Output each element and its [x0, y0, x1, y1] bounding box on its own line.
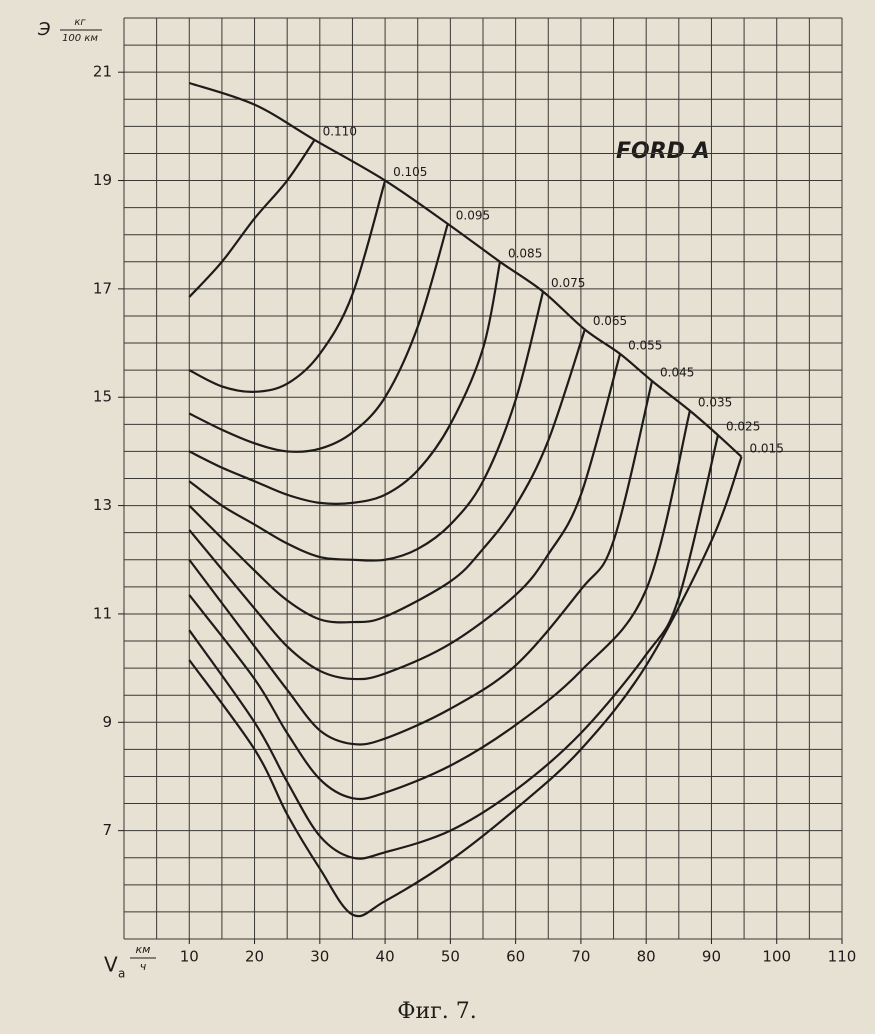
x-tick-label: 60: [506, 948, 525, 966]
x-tick-label: 20: [245, 948, 264, 966]
curve: [188, 410, 691, 801]
curve-label: 0.105: [393, 165, 427, 179]
curve-label: 0.035: [698, 395, 732, 409]
curve: [188, 353, 622, 681]
curve-label: 0.045: [660, 365, 694, 379]
curve: [188, 291, 545, 562]
curve: [188, 139, 316, 298]
y-tick-label: 11: [93, 604, 112, 622]
curve: [188, 380, 654, 746]
y-tick-label: 21: [93, 63, 112, 81]
curve: [188, 434, 720, 860]
y-tick-label: 13: [93, 496, 112, 514]
x-label-subscript: a: [118, 967, 125, 981]
curve: [188, 180, 387, 393]
x-tick-label: 80: [637, 948, 656, 966]
y-tick-label: 7: [102, 821, 112, 839]
x-label-symbol: V: [104, 953, 118, 977]
curve-label: 0.075: [551, 276, 585, 290]
curve-label: 0.085: [508, 246, 542, 260]
y-tick-label: 17: [93, 279, 112, 297]
curve-label: 0.025: [726, 420, 760, 434]
y-label-unit-bottom: 100 км: [62, 33, 98, 44]
annotation: FORD A: [616, 139, 710, 164]
curve-label: 0.065: [593, 314, 627, 328]
y-label-symbol: Э: [37, 19, 51, 40]
y-tick-label: 15: [93, 388, 112, 406]
x-tick-label: 50: [441, 948, 460, 966]
curve: [188, 261, 502, 505]
curve: [188, 456, 743, 918]
x-tick-label: 70: [571, 948, 590, 966]
curve-label: 0.055: [628, 338, 662, 352]
curve-label: 0.015: [749, 441, 783, 455]
y-label-unit-top: кг: [74, 17, 86, 28]
x-tick-label: 30: [310, 948, 329, 966]
x-label-unit-bottom: ч: [140, 960, 147, 973]
curve-label: 0.110: [323, 124, 357, 138]
curve-label: 0.095: [456, 208, 490, 222]
curve: [188, 223, 449, 453]
x-tick-label: 110: [828, 948, 857, 966]
curve: [188, 329, 586, 624]
x-tick-label: 90: [702, 948, 721, 966]
x-tick-label: 100: [762, 948, 791, 966]
caption: Фиг. 7.: [397, 999, 476, 1024]
y-tick-label: 19: [93, 171, 112, 189]
x-tick-label: 40: [376, 948, 395, 966]
x-tick-label: 10: [180, 948, 199, 966]
y-tick-label: 9: [102, 713, 112, 731]
x-label-unit-top: км: [136, 943, 151, 956]
